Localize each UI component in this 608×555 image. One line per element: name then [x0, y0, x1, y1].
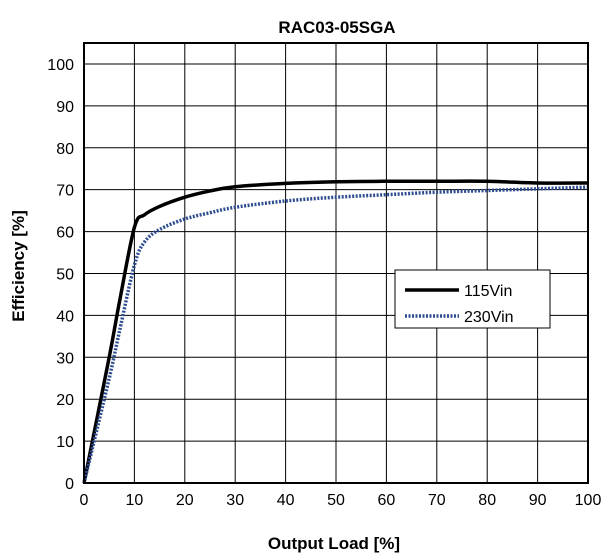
chart-title: RAC03-05SGA: [278, 18, 395, 37]
tick-labels: 0 10 20 30 40 50 60 70 80 90 100 0 10 20 30 40 50 60 70 80 9…: [47, 57, 601, 509]
legend-label-115vin: 115Vin: [464, 283, 512, 300]
x-tick-label: 100: [575, 492, 602, 509]
series-line-115vin: [82, 179, 589, 484]
y-tick-label: 10: [56, 434, 74, 451]
x-tick-label: 70: [428, 492, 446, 509]
y-tick-label: 100: [47, 57, 74, 74]
series-lines: [82, 179, 589, 484]
y-tick-label: 50: [56, 266, 74, 283]
x-tick-label: 10: [126, 492, 144, 509]
x-tick-label: 60: [378, 492, 396, 509]
x-tick-label: 50: [327, 492, 345, 509]
x-tick-label: 90: [529, 492, 547, 509]
y-tick-label: 30: [56, 350, 74, 367]
plot-frame: [83, 42, 589, 484]
y-tick-label: 80: [56, 141, 74, 158]
y-axis-label: Efficiency [%]: [9, 210, 28, 321]
y-tick-label: 60: [56, 225, 74, 242]
legend-label-230vin: 230Vin: [464, 309, 514, 326]
x-tick-label: 20: [176, 492, 194, 509]
grid: [83, 43, 589, 484]
y-tick-label: 70: [56, 183, 74, 200]
legend-box: [394, 269, 551, 329]
x-axis-label: Output Load [%]: [268, 534, 400, 553]
x-tick-label: 30: [226, 492, 244, 509]
y-tick-label: 0: [65, 476, 74, 493]
legend: 115Vin 230Vin: [394, 269, 551, 329]
x-tick-label: 0: [80, 492, 89, 509]
x-tick-label: 80: [478, 492, 496, 509]
series-line-230vin: [82, 185, 589, 484]
x-tick-label: 40: [277, 492, 295, 509]
y-tick-label: 20: [56, 392, 74, 409]
y-tick-label: 40: [56, 308, 74, 325]
y-tick-label: 90: [56, 99, 74, 116]
